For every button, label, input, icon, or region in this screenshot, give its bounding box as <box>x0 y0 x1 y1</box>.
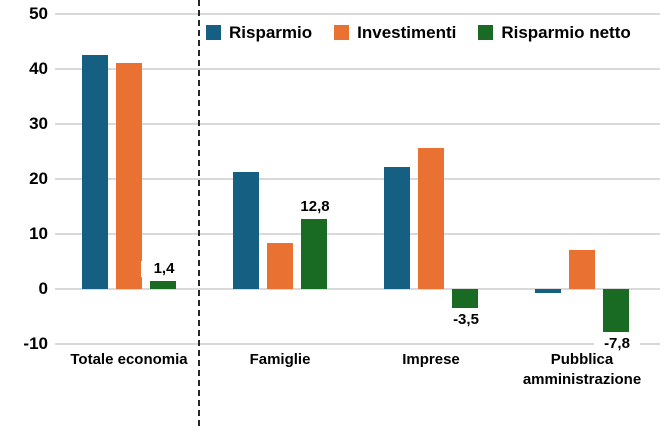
data-label-pubblica-amministrazione: -7,8 <box>594 335 640 352</box>
separator-dashed-line <box>198 0 200 430</box>
legend-item-investimenti: Investimenti <box>334 23 456 42</box>
y-axis-tick-label: 30 <box>29 114 48 133</box>
bar-risparmio-famiglie <box>233 172 259 289</box>
bar-risparmio-netto-famiglie <box>301 218 327 289</box>
x-axis-category-label: Totale economia <box>70 351 188 368</box>
x-axis-category-label: Famiglie <box>249 351 311 368</box>
gridline <box>55 343 660 345</box>
y-axis-tick-label: 0 <box>38 279 48 298</box>
bar-investimenti-totale-economia <box>116 62 142 289</box>
gridline <box>55 233 660 235</box>
bar-risparmio-pubblica-amministrazione <box>535 289 561 294</box>
data-label-famiglie: 12,8 <box>292 198 338 215</box>
bar-risparmio-netto-imprese <box>452 289 478 309</box>
y-axis-tick-label: 10 <box>29 224 48 243</box>
legend-item-risparmio: Risparmio <box>206 23 312 42</box>
bar-risparmio-netto-totale-economia <box>150 281 176 289</box>
y-axis-tick-label: 50 <box>29 4 48 23</box>
gridline <box>55 68 660 70</box>
gridline <box>55 178 660 180</box>
legend-label: Risparmio <box>229 23 313 42</box>
legend-label: Risparmio netto <box>501 23 631 42</box>
y-axis-tick-label: 20 <box>29 169 48 188</box>
bar-investimenti-famiglie <box>267 242 293 289</box>
legend-color-swatch-icon <box>478 25 494 40</box>
bar-risparmio-totale-economia <box>82 55 108 289</box>
bar-investimenti-pubblica-amministrazione <box>569 249 595 289</box>
x-axis-category-label: Pubblica amministrazione <box>522 351 642 388</box>
data-label-totale-economia: 1,4 <box>141 261 187 278</box>
gridline <box>55 13 660 15</box>
bar-investimenti-imprese <box>418 148 444 289</box>
y-axis-tick-label: -10 <box>23 334 48 353</box>
gridline <box>55 123 660 125</box>
bar-risparmio-netto-pubblica-amministrazione <box>603 289 629 332</box>
bar-risparmio-imprese <box>384 167 410 289</box>
y-axis-tick-label: 40 <box>29 59 48 78</box>
legend-item-risparmio-netto: Risparmio netto <box>478 23 631 42</box>
legend-color-swatch-icon <box>334 25 350 40</box>
gridline <box>55 288 660 290</box>
x-axis-category-label: Imprese <box>402 351 460 368</box>
data-label-imprese: -3,5 <box>443 312 489 329</box>
legend: Risparmio Investimenti Risparmio netto <box>206 23 631 42</box>
legend-label: Investimenti <box>357 23 457 42</box>
legend-color-swatch-icon <box>206 25 221 40</box>
